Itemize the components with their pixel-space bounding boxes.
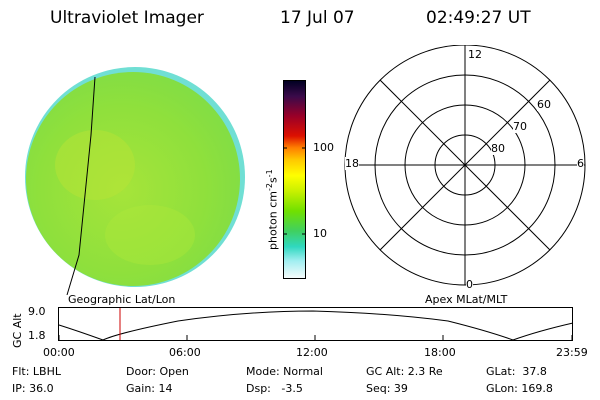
mlt-label-6: 6 [577, 157, 584, 170]
status-mode: Mode: Normal [246, 365, 323, 378]
colorbar [283, 80, 306, 279]
app-title: Ultraviolet Imager [50, 8, 204, 28]
timeline-xtick-0: 00:00 [43, 346, 75, 359]
disk-bright-patch-2 [105, 205, 195, 265]
mlat-label-80: 80 [491, 142, 505, 155]
status-ip: IP: 36.0 [12, 382, 54, 395]
status-gc-alt: GC Alt: 2.3 Re [366, 365, 443, 378]
status-filter: Flt: LBHL [12, 365, 61, 378]
timeline-xtick-3: 18:00 [424, 346, 456, 359]
disk-bright-patch [55, 130, 135, 200]
right-image-caption: Apex MLat/MLT [425, 293, 508, 306]
timeline-ytick-bottom: 1.8 [28, 329, 46, 342]
mlat-label-60: 60 [537, 98, 551, 111]
disk-fill [26, 72, 240, 286]
altitude-timeline-plot [58, 307, 574, 341]
terminator-line [66, 76, 96, 295]
mlt-label-18: 18 [345, 157, 359, 170]
timeline-ylabel: GC Alt [11, 313, 24, 348]
timeline-xtick-4: 23:59 [556, 346, 588, 359]
mlat-label-70: 70 [513, 120, 527, 133]
timeline-ytick-top: 9.0 [28, 305, 46, 318]
status-glat: GLat: 37.8 [486, 365, 547, 378]
timeline-xtick-1: 06:00 [169, 346, 201, 359]
mlt-label-0: 0 [466, 278, 473, 291]
colorbar-tick-10: 10 [313, 227, 327, 240]
left-image-caption: Geographic Lat/Lon [68, 293, 176, 306]
polar-grid [344, 45, 586, 286]
header-time: 02:49:27 UT [426, 8, 531, 28]
status-glon: GLon: 169.8 [486, 382, 553, 395]
status-dsp: Dsp: -3.5 [246, 382, 303, 395]
colorbar-unit-label: photon cm-2s-1 [265, 169, 280, 250]
status-seq: Seq: 39 [366, 382, 408, 395]
header-date: 17 Jul 07 [280, 8, 355, 28]
status-door: Door: Open [126, 365, 189, 378]
colorbar-tick-100: 100 [313, 141, 334, 154]
status-gain: Gain: 14 [126, 382, 173, 395]
mlt-label-12: 12 [468, 48, 482, 61]
timeline-xtick-2: 12:00 [296, 346, 328, 359]
uv-earth-disk-image [25, 67, 245, 295]
